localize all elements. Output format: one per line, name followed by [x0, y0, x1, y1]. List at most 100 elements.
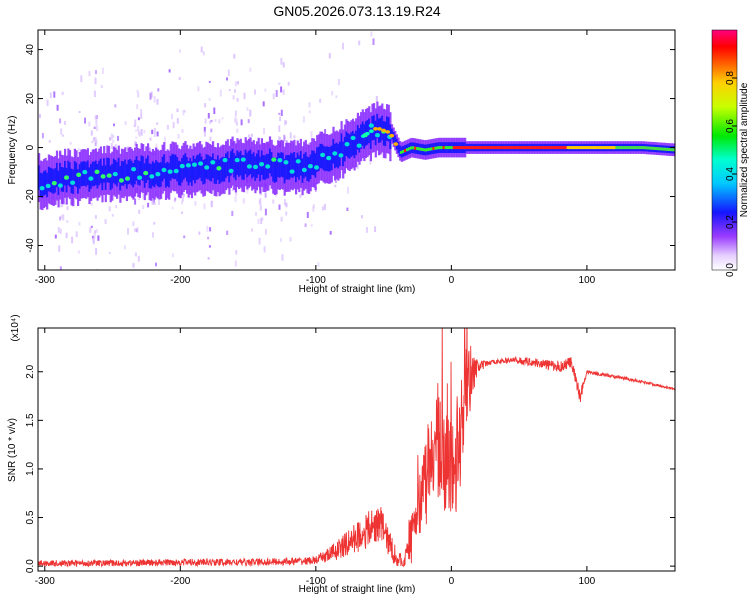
spectrogram-noise-speck	[264, 192, 267, 198]
spectrogram-noise-speck	[151, 199, 154, 205]
spectrogram-noise-speck	[65, 232, 68, 239]
spectrogram-noise-speck	[250, 133, 253, 137]
spectrogram-noise-speck	[57, 227, 60, 233]
spectrogram-noise-speck	[136, 227, 139, 233]
spectrogram-band-core	[242, 155, 246, 180]
spectrogram-noise-speck	[149, 137, 152, 141]
spectrogram-ridge-line	[489, 146, 492, 150]
spectrogram-noise-speck	[226, 230, 229, 235]
spectrogram-noise-speck	[312, 206, 315, 212]
spectrogram-band-core	[244, 149, 247, 174]
spectrogram-noise-speck	[280, 57, 283, 65]
spectrogram-band-highlight	[253, 164, 258, 170]
spectrogram-band-highlight	[289, 169, 295, 174]
spectrogram-noise-speck	[155, 262, 157, 267]
spectrogram-noise-speck	[91, 141, 94, 144]
spectrogram-noise-speck	[152, 232, 154, 238]
spectrogram-band-highlight	[94, 169, 100, 174]
spectrogram-noise-speck	[136, 90, 139, 93]
spectrogram-noise-speck	[77, 250, 80, 254]
spectrogram-band-highlight	[344, 142, 350, 147]
spectrogram-band-core	[238, 152, 241, 177]
spectrogram-noise-speck	[262, 101, 265, 107]
spectrogram-ridge-line	[438, 146, 441, 150]
spectrogram-peak-highlight	[377, 127, 382, 131]
spectrogram-noise-speck	[88, 71, 91, 77]
spectrogram-ridge-line	[556, 146, 559, 150]
spectrogram-y-tick-label: -20	[25, 189, 36, 204]
spectrogram-noise-speck	[308, 110, 311, 114]
spectrogram-band-core	[77, 169, 80, 194]
spectrogram-ridge-line	[432, 147, 435, 150]
spectrogram-band-core	[99, 158, 102, 184]
spectrogram-noise-speck	[134, 228, 136, 232]
spectrogram-noise-speck	[208, 98, 211, 101]
spectrogram-band-core	[208, 156, 211, 181]
spectrogram-band-highlight	[45, 183, 51, 189]
spectrogram-noise-speck	[95, 119, 98, 126]
spectrogram-noise-speck	[66, 206, 69, 211]
spectrogram-ridge-line	[434, 146, 437, 150]
spectrogram-noise-speck	[231, 187, 234, 191]
spectrogram-noise-speck	[61, 134, 64, 137]
spectrogram-band-highlight	[167, 169, 173, 174]
spectrogram-noise-speck	[183, 235, 186, 239]
spectrogram-ridge-line	[412, 146, 415, 150]
spectrogram-ridge-line	[550, 146, 553, 150]
spectrogram-noise-speck	[280, 109, 283, 116]
spectrogram-band-core	[151, 161, 154, 186]
spectrogram-y-tick-label: 40	[25, 44, 36, 56]
spectrogram-noise-speck	[278, 204, 281, 210]
spectrogram-noise-speck	[319, 98, 322, 103]
spectrogram-ridge-line	[410, 146, 413, 150]
spectrogram-band-core	[168, 162, 171, 188]
spectrogram-noise-speck	[279, 137, 282, 140]
spectrogram-ridge-line	[493, 146, 496, 150]
spectrogram-band-core	[377, 118, 381, 143]
spectrogram-band-core	[246, 152, 249, 178]
spectrogram-ridge-line	[430, 147, 433, 151]
spectrogram-noise-speck	[88, 121, 91, 127]
spectrogram-band-highlight	[155, 172, 161, 177]
spectrogram-noise-speck	[259, 204, 262, 211]
spectrogram-band-core	[47, 166, 50, 192]
spectrogram-noise-speck	[58, 245, 61, 252]
colorbar-gradient	[711, 29, 738, 271]
spectrogram-ridge-line	[660, 147, 663, 151]
spectrogram-noise-speck	[179, 49, 181, 53]
spectrogram-noise-speck	[108, 206, 111, 212]
spectrogram-noise-speck	[209, 227, 212, 232]
spectrogram-band-highlight	[332, 151, 338, 156]
spectrogram-noise-speck	[358, 40, 361, 46]
colorbar: 0.0 0.2 0.4 0.6 0.8 Normalized spectral ampl…	[711, 29, 750, 277]
spectrogram-noise-speck	[59, 266, 62, 270]
spectrogram-band-highlight	[320, 152, 326, 158]
snr-x-tick-label: -100	[306, 576, 326, 587]
spectrogram-ridge-line	[467, 146, 470, 150]
spectrogram-band-core	[39, 172, 42, 198]
spectrogram-band-highlight	[70, 180, 76, 185]
spectrogram-ridge-line	[416, 147, 419, 150]
spectrogram-frame	[37, 29, 676, 271]
spectrogram-noise-speck	[156, 99, 159, 105]
spectrogram-ridge-line	[649, 146, 653, 150]
spectrogram-noise-speck	[240, 119, 243, 126]
spectrogram-ridge-line	[401, 150, 405, 153]
spectrogram-ridge-line	[469, 146, 472, 150]
spectrogram-band-core	[241, 155, 244, 180]
spectrogram-noise-speck	[153, 128, 156, 134]
spectrogram-band-core	[225, 153, 228, 178]
spectrogram-band-highlight	[246, 164, 252, 169]
spectrogram-ridge-line	[414, 146, 417, 150]
spectrogram-ridge-line	[617, 146, 620, 150]
spectrogram-ridge-line	[505, 146, 508, 150]
spectrogram-noise-speck	[280, 237, 282, 243]
spectrogram-noise-speck	[299, 194, 302, 198]
snr-x-label: Height of straight line (km)	[299, 584, 416, 595]
spectrogram-band-highlight	[271, 157, 277, 162]
spectrogram-noise-speck	[263, 246, 266, 253]
spectrogram-band-core	[163, 154, 166, 179]
spectrogram-band-highlight	[137, 175, 143, 180]
spectrogram-band-core	[59, 162, 62, 188]
spectrogram-band-core	[125, 164, 128, 189]
